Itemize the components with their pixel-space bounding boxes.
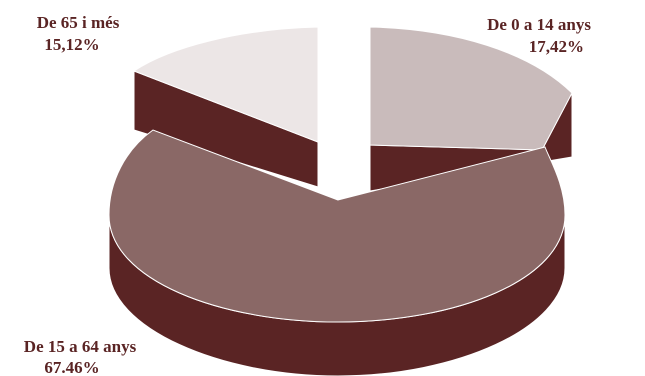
slice-top-15-64	[108, 129, 566, 323]
label-15-64-name: De 15 a 64 anys	[24, 337, 137, 356]
pie-slice-15-64	[108, 129, 566, 376]
pie-slice-0-14	[369, 26, 573, 192]
slice-top-65-mes	[132, 26, 319, 143]
label-65-mes-name: De 65 i més	[37, 13, 120, 32]
label-15-64-value: 67.46%	[44, 358, 99, 376]
label-65-mes-value: 15,12%	[44, 35, 99, 54]
label-0-14-name: De 0 a 14 anys	[487, 15, 591, 34]
pie-slice-65-mes	[132, 26, 319, 188]
label-0-14-value: 17,42%	[529, 37, 584, 56]
slice-top-0-14	[369, 26, 573, 151]
